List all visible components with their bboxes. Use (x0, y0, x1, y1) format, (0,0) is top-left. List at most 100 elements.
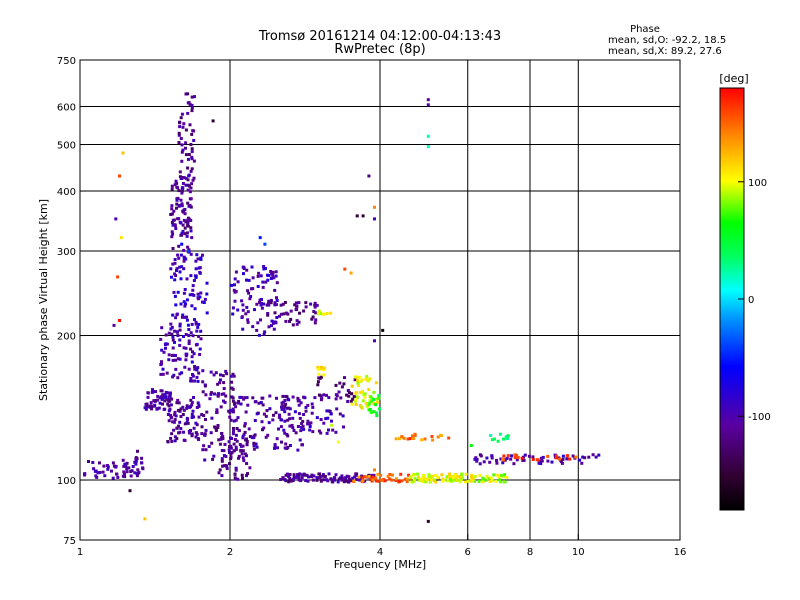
data-point (279, 425, 283, 429)
data-point (357, 475, 361, 479)
data-point (488, 460, 492, 464)
data-point (305, 473, 309, 477)
data-point (302, 309, 306, 313)
data-point (182, 291, 186, 295)
data-point (258, 298, 262, 302)
data-point (394, 479, 398, 482)
data-point (304, 479, 308, 482)
data-point (191, 178, 195, 182)
data-point (168, 391, 172, 395)
data-point (231, 312, 235, 316)
data-point (239, 402, 243, 406)
data-point (127, 466, 131, 470)
data-point (234, 477, 238, 481)
data-point (531, 455, 535, 459)
data-point (184, 176, 188, 180)
data-point (182, 176, 186, 179)
data-point (264, 414, 268, 418)
data-point (186, 178, 190, 182)
data-point (537, 461, 541, 465)
data-point (209, 391, 213, 395)
data-point (218, 468, 222, 472)
data-point (190, 109, 194, 113)
data-point (320, 478, 324, 482)
data-point (181, 223, 185, 227)
data-point (501, 457, 505, 461)
data-point (310, 475, 313, 479)
data-point (163, 393, 167, 397)
data-point (110, 469, 113, 473)
data-point (285, 406, 289, 410)
data-point (361, 479, 365, 483)
data-point (496, 439, 500, 443)
data-point (273, 303, 277, 307)
data-point (296, 396, 300, 400)
data-point (187, 204, 191, 208)
data-point (167, 397, 171, 401)
data-point (280, 418, 284, 422)
data-point (211, 119, 215, 123)
data-point (434, 480, 438, 484)
data-point (183, 365, 187, 369)
data-point (303, 396, 307, 400)
data-point (177, 256, 181, 260)
data-point (340, 478, 344, 482)
data-point (327, 396, 331, 400)
data-point (373, 339, 376, 343)
data-point (193, 318, 196, 322)
data-point (331, 428, 335, 432)
data-point (112, 323, 116, 327)
data-point (166, 440, 170, 443)
data-point (183, 256, 187, 260)
data-point (282, 407, 286, 411)
data-point (470, 476, 474, 480)
data-point (257, 271, 261, 275)
data-point (241, 303, 245, 307)
data-point (232, 288, 236, 292)
data-point (502, 475, 506, 479)
data-point (565, 457, 569, 461)
data-point (313, 396, 317, 400)
data-point (246, 472, 249, 476)
data-point (371, 477, 375, 481)
data-point (426, 478, 430, 482)
data-point (245, 268, 249, 272)
data-point (189, 331, 193, 335)
data-point (298, 438, 302, 442)
data-point (175, 313, 179, 317)
data-point (145, 404, 149, 408)
data-point (304, 305, 308, 309)
data-point (115, 472, 119, 476)
data-point (179, 302, 183, 306)
data-point (412, 437, 416, 440)
data-point (125, 461, 129, 465)
data-point (177, 217, 181, 221)
data-point (314, 318, 318, 322)
data-point (353, 475, 357, 479)
data-point (173, 329, 177, 333)
data-point (180, 112, 184, 116)
data-point (370, 399, 374, 403)
data-point (283, 446, 287, 450)
data-point (296, 425, 300, 428)
data-point (171, 262, 175, 266)
data-point (412, 472, 416, 476)
x-tick-label: 2 (227, 547, 233, 558)
data-point (278, 415, 282, 419)
data-point (169, 267, 173, 271)
data-point (477, 480, 481, 483)
data-point (203, 458, 207, 462)
data-point (191, 350, 194, 354)
data-point (167, 409, 171, 413)
data-point (173, 410, 177, 414)
data-point (343, 267, 347, 271)
data-point (492, 473, 496, 477)
data-point (431, 438, 435, 442)
data-point (315, 476, 319, 480)
data-point (198, 295, 202, 299)
data-point (240, 315, 244, 319)
data-point (315, 303, 319, 307)
data-point (510, 454, 514, 458)
data-point (176, 334, 180, 337)
data-point (447, 436, 451, 440)
